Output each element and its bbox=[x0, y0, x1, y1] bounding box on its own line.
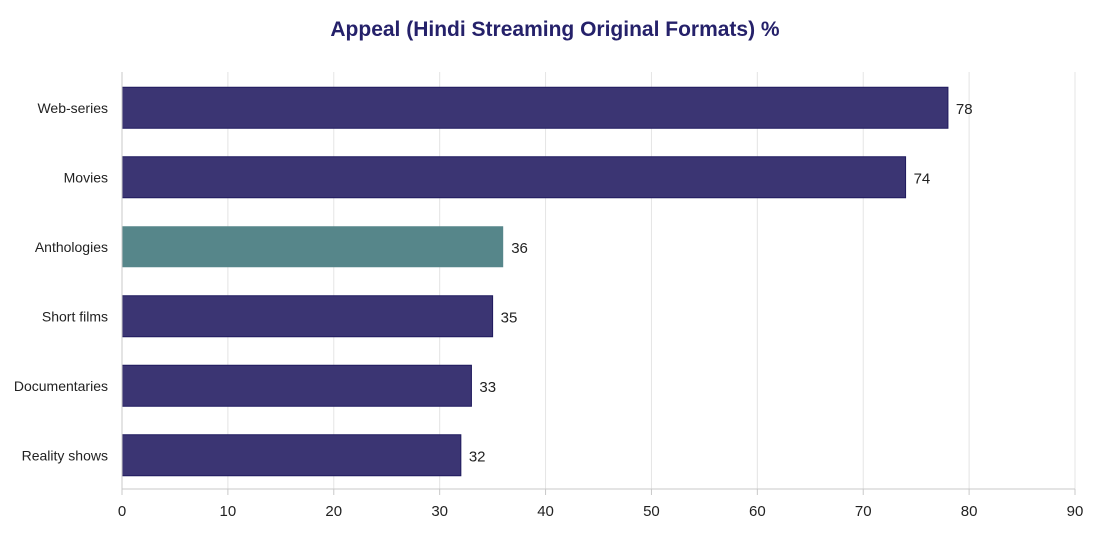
x-tick-label: 90 bbox=[1067, 503, 1084, 520]
category-label: Documentaries bbox=[14, 378, 108, 394]
data-labels: 78 74 36 35 33 32 bbox=[469, 101, 973, 466]
bars bbox=[121, 86, 949, 477]
x-axis: 0 10 20 30 40 50 60 70 80 90 bbox=[118, 72, 1084, 520]
x-tick-label: 50 bbox=[643, 503, 660, 520]
category-labels: Web-series Movies Anthologies Short films Do… bbox=[14, 100, 108, 464]
data-label: 78 bbox=[956, 101, 973, 118]
bar-anthologies bbox=[122, 226, 504, 268]
data-label: 74 bbox=[914, 170, 931, 187]
x-tick-label: 10 bbox=[220, 503, 237, 520]
bar-reality-shows bbox=[121, 434, 462, 477]
category-label: Anthologies bbox=[35, 239, 108, 255]
bar-documentaries bbox=[121, 364, 472, 407]
x-tick-label: 60 bbox=[749, 503, 766, 520]
category-label: Web-series bbox=[37, 100, 108, 116]
data-label: 35 bbox=[501, 309, 518, 326]
chart-title: Appeal (Hindi Streaming Original Formats… bbox=[330, 18, 780, 41]
grid-lines bbox=[227, 72, 1076, 489]
bar-movies bbox=[121, 156, 907, 199]
x-tick-label: 40 bbox=[537, 503, 554, 520]
x-tick-label: 30 bbox=[431, 503, 448, 520]
x-tick-label: 0 bbox=[118, 503, 126, 520]
data-label: 32 bbox=[469, 448, 486, 465]
data-label: 36 bbox=[511, 240, 528, 257]
category-label: Short films bbox=[42, 308, 108, 324]
x-tick-label: 70 bbox=[855, 503, 872, 520]
category-label: Reality shows bbox=[22, 447, 108, 463]
bar-web-series bbox=[121, 86, 949, 129]
x-tick-label: 80 bbox=[961, 503, 978, 520]
x-tick-label: 20 bbox=[325, 503, 342, 520]
bar-short-films bbox=[121, 295, 494, 338]
category-label: Movies bbox=[64, 169, 108, 185]
data-label: 33 bbox=[479, 379, 496, 396]
